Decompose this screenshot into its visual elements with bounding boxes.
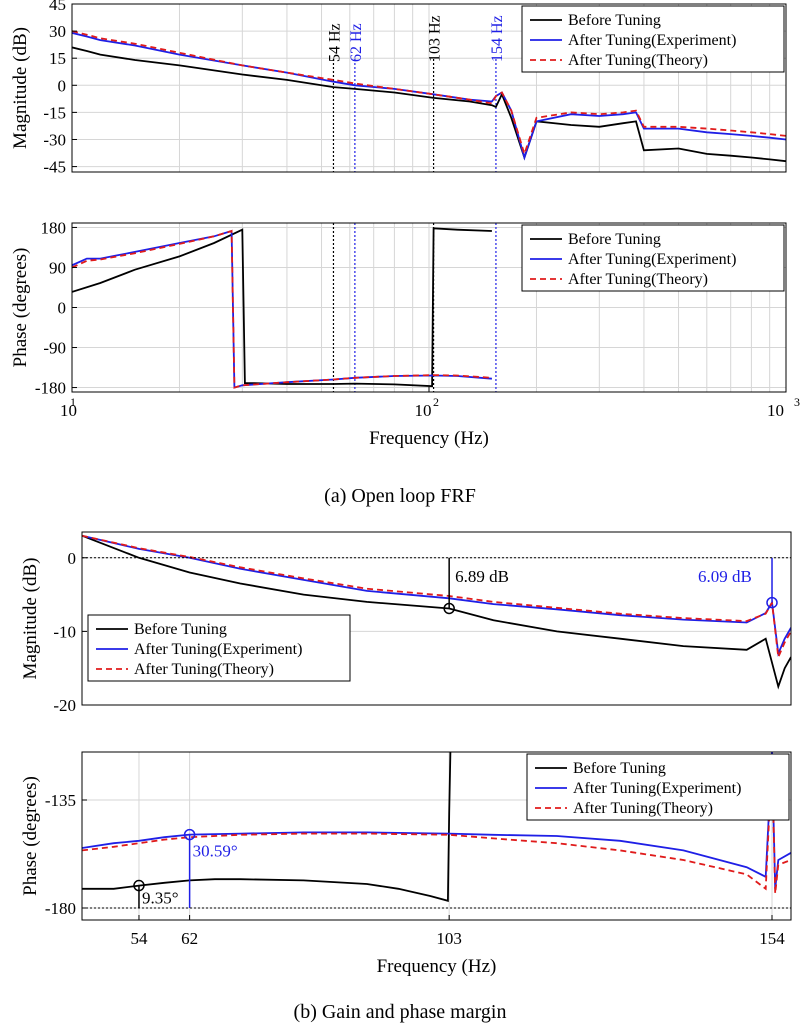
legend-box: [526, 753, 790, 821]
legend-box: [87, 614, 351, 682]
marker-label: 62 Hz: [348, 23, 365, 62]
x-tick-label: 10: [767, 401, 784, 420]
x-tick-label: 54: [130, 929, 148, 948]
panel-b_mag: 6.89 dB 6.09 dB 0 -10 -20 Magnitude (dB) Befor…: [20, 531, 792, 715]
x-tick-exponent: 2: [433, 395, 439, 409]
panel-a_mag: 54 Hz 62 Hz 103 Hz 154 Hz 45 30 15 0 -15 -30 -45 Ma…: [10, 0, 787, 177]
y-tick-label: 0: [68, 549, 77, 568]
legend-entry: After Tuning(Theory): [568, 271, 708, 288]
y-tick-label: 0: [58, 299, 67, 318]
series-line-2: [72, 229, 492, 389]
legend-entry: After Tuning(Experiment): [134, 641, 302, 658]
y-axis-label: Phase (degrees): [10, 248, 31, 368]
legend: Before Tuning After Tuning(Experiment) Aft…: [521, 5, 785, 73]
legend: Before Tuning After Tuning(Experiment) Aft…: [87, 614, 351, 682]
axes-box: [81, 531, 792, 706]
x-tick-label: 103: [436, 929, 462, 948]
y-tick-label: -135: [45, 791, 76, 810]
x-tick-label: 10: [60, 401, 77, 420]
series-line-0: [82, 752, 452, 902]
y-tick-label: -15: [43, 103, 66, 122]
x-axis-label: Frequency (Hz): [369, 428, 489, 449]
x-axis-label: Frequency (Hz): [377, 956, 497, 977]
legend-entry: After Tuning(Theory): [573, 800, 713, 817]
legend: Before Tuning After Tuning(Experiment) Aft…: [526, 753, 790, 821]
legend-entry: Before Tuning: [573, 760, 666, 777]
y-tick-label: 30: [49, 22, 66, 41]
legend-entry: After Tuning(Experiment): [573, 780, 741, 797]
y-tick-label: -30: [43, 130, 66, 149]
series-line-2: [82, 534, 791, 661]
y-axis-label: Phase (degrees): [20, 776, 41, 896]
legend-entry: Before Tuning: [568, 231, 661, 248]
y-tick-label: 15: [49, 49, 66, 68]
caption-b: (b) Gain and phase margin: [294, 1001, 507, 1023]
margin-label: 6.89 dB: [455, 567, 509, 586]
caption-a: (a) Open loop FRF: [324, 485, 476, 507]
y-tick-label: 45: [49, 0, 66, 14]
y-tick-label: -10: [53, 622, 76, 641]
series-line-0: [82, 534, 791, 690]
legend-box: [521, 5, 785, 73]
y-tick-label: -90: [43, 339, 66, 358]
margin-label: 6.09 dB: [698, 567, 752, 586]
x-tick-exponent: 1: [70, 395, 76, 409]
legend-box: [521, 224, 785, 292]
x-tick-label: 62: [181, 929, 198, 948]
y-tick-label: 90: [49, 258, 66, 277]
y-tick-label: 0: [58, 76, 67, 95]
legend-entry: After Tuning(Theory): [568, 52, 708, 69]
margin-marker: [443, 602, 455, 615]
marker-label: 54 Hz: [326, 23, 343, 62]
margin-label: 9.35°: [142, 889, 179, 908]
axes-box: [71, 3, 787, 173]
legend-entry: After Tuning(Theory): [134, 661, 274, 678]
y-tick-label: -20: [53, 696, 76, 715]
marker-label: 103 Hz: [427, 15, 444, 62]
series-group: [72, 227, 492, 389]
axes-box: [81, 751, 792, 921]
margin-marker: [183, 828, 196, 841]
x-tick-label: 154: [759, 929, 785, 948]
y-tick-label: -45: [43, 158, 66, 177]
panel-b_phase: 9.35° 30.59° -135 -180 54 62 103 154 Phase (degr…: [20, 751, 792, 977]
legend-entry: Before Tuning: [568, 12, 661, 29]
series-group: [82, 534, 791, 690]
legend-entry: After Tuning(Experiment): [568, 251, 736, 268]
margin-marker: [133, 879, 145, 892]
legend-entry: Before Tuning: [134, 621, 227, 638]
y-tick-label: -180: [35, 379, 66, 398]
marker-label: 154 Hz: [489, 15, 506, 62]
series-group: [72, 30, 786, 163]
legend: Before Tuning After Tuning(Experiment) Aft…: [521, 224, 785, 292]
series-line-1: [82, 752, 791, 889]
y-axis-label: Magnitude (dB): [20, 558, 41, 680]
margin-label: 30.59°: [193, 842, 238, 861]
y-axis-label: Magnitude (dB): [10, 27, 31, 149]
y-tick-label: -180: [45, 899, 76, 918]
x-tick-label: 10: [415, 401, 432, 420]
y-tick-label: 180: [41, 218, 67, 237]
legend-entry: After Tuning(Experiment): [568, 32, 736, 49]
series-line-2: [72, 30, 786, 157]
x-tick-exponent: 3: [794, 395, 800, 409]
margin-marker: [766, 596, 778, 609]
